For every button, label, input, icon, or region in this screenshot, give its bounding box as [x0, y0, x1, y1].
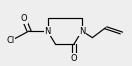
Text: N: N: [44, 27, 51, 36]
Text: O: O: [71, 54, 77, 63]
Text: O: O: [20, 14, 27, 23]
Text: N: N: [79, 27, 85, 36]
Text: Cl: Cl: [6, 36, 15, 45]
